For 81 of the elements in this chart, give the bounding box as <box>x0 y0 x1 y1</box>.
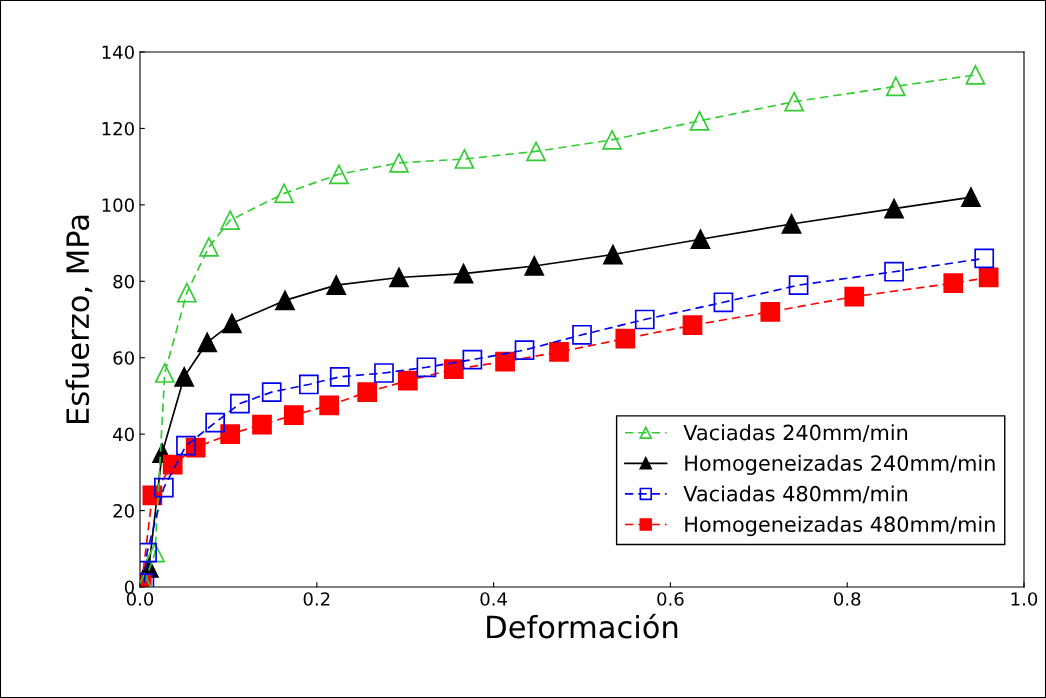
point <box>690 229 711 250</box>
x-tick-label: 0.6 <box>657 592 684 606</box>
legend-label: Homogeneizadas 480mm/min <box>685 515 995 537</box>
point <box>197 332 218 353</box>
point <box>298 374 319 395</box>
point <box>884 198 904 219</box>
point <box>885 76 906 97</box>
point <box>174 366 195 387</box>
point <box>961 187 981 208</box>
point <box>943 273 964 294</box>
x-tick-label: 0.0 <box>126 592 154 606</box>
point <box>844 286 865 307</box>
point <box>329 164 349 185</box>
point <box>176 282 197 303</box>
point <box>884 261 904 282</box>
point <box>162 454 183 475</box>
point <box>526 141 546 162</box>
point <box>443 359 464 380</box>
point <box>454 149 475 169</box>
point <box>572 324 592 345</box>
y-tick-label: 40 <box>113 427 134 442</box>
point <box>615 328 636 349</box>
point <box>205 412 226 433</box>
point <box>524 256 545 276</box>
y-tick-label: 60 <box>113 351 134 365</box>
point <box>252 414 272 435</box>
point <box>495 351 515 372</box>
y-axis-title: Esfuerzo, MPa <box>65 215 93 423</box>
point <box>788 275 809 295</box>
point <box>220 210 241 231</box>
y-tick-label: 80 <box>113 274 134 289</box>
point <box>326 275 347 295</box>
point <box>760 301 781 322</box>
point <box>781 214 802 234</box>
point <box>261 382 282 402</box>
point <box>974 248 995 269</box>
point <box>603 244 623 265</box>
point <box>389 267 409 288</box>
point <box>389 152 409 173</box>
point <box>634 309 655 330</box>
point <box>784 91 805 112</box>
point <box>453 263 474 284</box>
point <box>602 130 622 150</box>
point <box>154 477 174 498</box>
point <box>462 349 483 370</box>
point <box>329 366 350 387</box>
point <box>319 395 340 416</box>
point <box>220 424 241 445</box>
point <box>713 292 734 313</box>
point <box>416 357 437 378</box>
y-tick-label: 20 <box>113 504 134 518</box>
point <box>274 183 294 204</box>
point <box>357 382 378 402</box>
point <box>374 363 394 383</box>
point <box>199 237 219 257</box>
point <box>222 313 242 334</box>
point <box>978 267 999 288</box>
point <box>689 110 710 131</box>
legend-label: Homogeneizadas 240mm/min <box>685 454 995 475</box>
y-tick-label: 100 <box>102 198 134 212</box>
x-tick-label: 0.8 <box>834 592 861 606</box>
x-tick-label: 1.0 <box>1011 592 1038 606</box>
point <box>230 393 250 414</box>
legend-label: Vaciadas 480mm/min <box>683 485 908 504</box>
point <box>965 65 986 85</box>
point <box>283 405 304 425</box>
x-tick-label: 0.4 <box>480 592 507 606</box>
point <box>275 290 295 311</box>
x-tick-label: 0.2 <box>303 592 330 606</box>
legend-label: Vaciadas 240mm/min <box>683 424 908 443</box>
point <box>145 542 165 563</box>
x-axis-title: Deformación <box>487 613 678 639</box>
point <box>176 435 196 456</box>
point <box>549 342 569 362</box>
y-tick-label: 120 <box>102 121 134 136</box>
point <box>154 363 175 383</box>
y-tick-label: 0 <box>124 580 134 595</box>
point <box>514 340 535 360</box>
point <box>682 315 703 336</box>
point <box>397 370 418 391</box>
y-tick-label: 140 <box>102 45 134 60</box>
